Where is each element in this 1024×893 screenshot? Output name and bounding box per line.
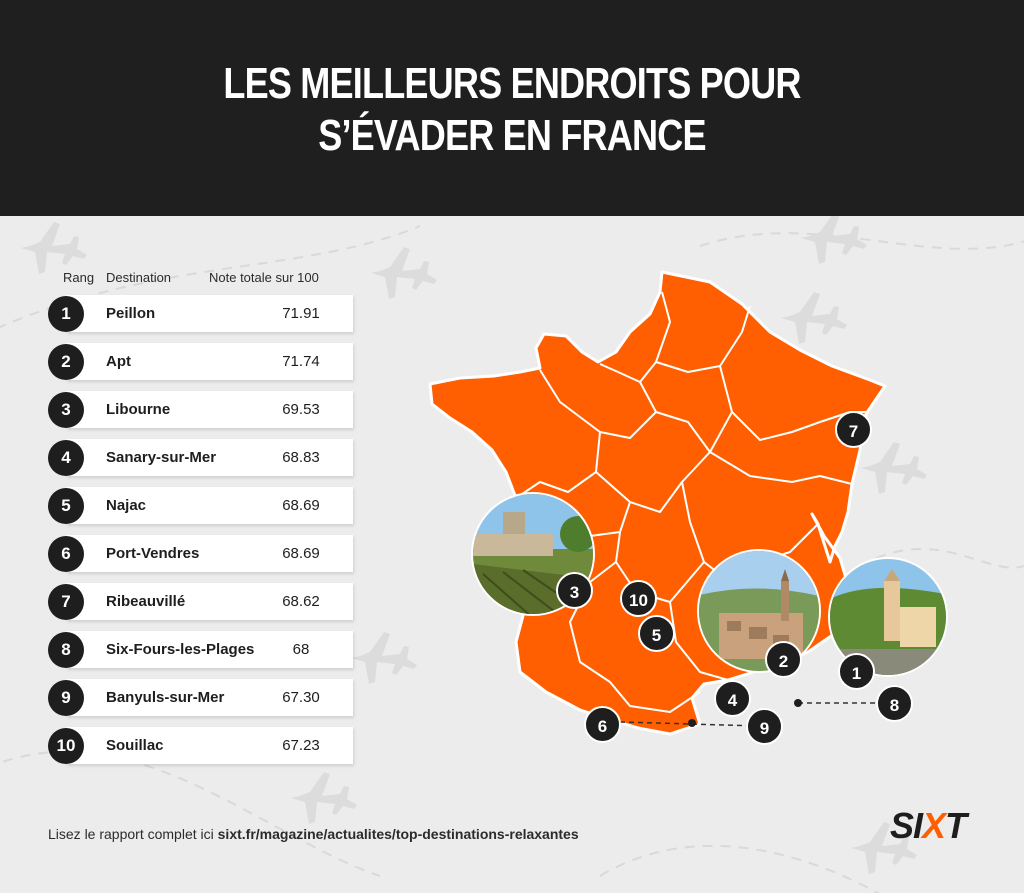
table-row: 5 Najac 68.69 [48, 487, 353, 524]
table-row: 3 Libourne 69.53 [48, 391, 353, 428]
header-banner: LES MEILLEURS ENDROITS POUR S’ÉVADER EN … [0, 0, 1024, 216]
destination-name: Souillac [106, 737, 164, 754]
background-planes-decoration [0, 216, 1024, 893]
score-value: 68.69 [282, 545, 320, 562]
rank-badge: 2 [48, 344, 84, 380]
rank-badge: 9 [48, 680, 84, 716]
destination-name: Banyuls-sur-Mer [106, 689, 225, 706]
row-background [66, 535, 353, 572]
title-line-2: S’ÉVADER EN FRANCE [318, 111, 706, 160]
map-pin-10: 10 [620, 580, 657, 617]
rank-badge: 7 [48, 584, 84, 620]
rank-badge: 8 [48, 632, 84, 668]
row-background [66, 295, 353, 332]
row-background [66, 391, 353, 428]
map-pin-5: 5 [638, 615, 675, 652]
map-pin-8: 8 [876, 685, 913, 722]
row-background [66, 631, 353, 668]
table-row: 6 Port-Vendres 68.69 [48, 535, 353, 572]
destination-name: Peillon [106, 305, 156, 322]
table-row: 8 Six-Fours-les-Plages 68 [48, 631, 353, 668]
map-pin-9: 9 [746, 708, 783, 745]
rank-badge: 3 [48, 392, 84, 428]
score-value: 67.30 [282, 689, 320, 706]
destination-name: Six-Fours-les-Plages [106, 641, 255, 658]
destination-name: Apt [106, 353, 131, 370]
score-value: 68.62 [282, 593, 320, 610]
column-header-destination: Destination [106, 270, 172, 285]
table-row: 2 Apt 71.74 [48, 343, 353, 380]
table-row: 4 Sanary-sur-Mer 68.83 [48, 439, 353, 476]
score-value: 71.74 [282, 353, 320, 370]
pin-connector-lines [619, 699, 876, 727]
row-background [66, 727, 353, 764]
table-row: 10 Souillac 67.23 [48, 727, 353, 764]
row-background [66, 343, 353, 380]
rank-badge: 10 [48, 728, 84, 764]
score-value: 68.83 [282, 449, 320, 466]
row-background [66, 439, 353, 476]
report-link[interactable]: sixt.fr/magazine/actualites/top-destinat… [217, 826, 579, 842]
destination-name: Libourne [106, 401, 171, 418]
rank-badge: 4 [48, 440, 84, 476]
score-value: 68 [292, 641, 310, 658]
column-header-score: Note totale sur 100 [209, 270, 319, 285]
rank-badge: 5 [48, 488, 84, 524]
destination-name: Najac [106, 497, 147, 514]
table-row: 7 Ribeauvillé 68.62 [48, 583, 353, 620]
rank-badge: 6 [48, 536, 84, 572]
map-pin-6: 6 [584, 706, 621, 743]
table-row: 9 Banyuls-sur-Mer 67.30 [48, 679, 353, 716]
page-title: LES MEILLEURS ENDROITS POUR S’ÉVADER EN … [92, 58, 932, 162]
map-pin-7: 7 [835, 411, 872, 448]
map-pin-3: 3 [556, 572, 593, 609]
row-background [66, 487, 353, 524]
score-value: 69.53 [282, 401, 320, 418]
row-background [66, 679, 353, 716]
table-row: 1 Peillon 71.91 [48, 295, 353, 332]
sixt-logo: SIXT [890, 805, 967, 846]
destination-name: Ribeauvillé [106, 593, 186, 610]
score-value: 71.91 [282, 305, 320, 322]
map-pin-4: 4 [714, 680, 751, 717]
title-line-1: LES MEILLEURS ENDROITS POUR [223, 59, 801, 108]
footer-note: Lisez le rapport complet ici sixt.fr/mag… [48, 826, 579, 842]
destination-name: Sanary-sur-Mer [106, 449, 217, 466]
photo-apt [697, 549, 821, 673]
france-map [428, 270, 887, 736]
destination-name: Port-Vendres [106, 545, 200, 562]
score-value: 68.69 [282, 497, 320, 514]
score-value: 67.23 [282, 737, 320, 754]
column-header-rank: Rang [63, 270, 95, 285]
map-pin-2: 2 [765, 641, 802, 678]
rank-badge: 1 [48, 296, 84, 332]
footer-text: Lisez le rapport complet ici [48, 826, 214, 842]
map-pin-1: 1 [838, 653, 875, 690]
row-background [66, 583, 353, 620]
